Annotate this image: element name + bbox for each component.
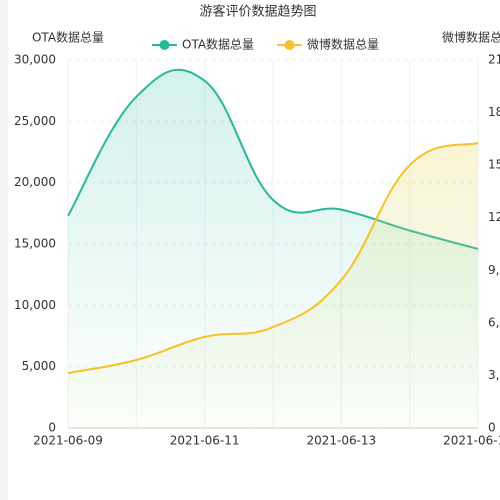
side-strip [0, 0, 8, 500]
y-tick-label: 15,000 [14, 237, 56, 251]
y-tick-label: 0 [48, 421, 56, 435]
y2-tick-label: 6,000 [488, 315, 500, 329]
area [68, 142, 478, 428]
y2-tick-label: 3,000 [488, 368, 500, 382]
y2-tick-label: 15,000 [488, 158, 500, 172]
legend-label: OTA数据总量 [182, 37, 254, 52]
x-tick-label: 2021-06-15 [443, 434, 500, 448]
line [67, 141, 479, 374]
y2-tick-label: 18,000 [488, 105, 500, 119]
y2-tick-label: 0 [488, 421, 496, 435]
y2-tick-label: 9,000 [488, 263, 500, 277]
y2-tick-label: 12,000 [488, 210, 500, 224]
y-tick-label: 25,000 [14, 114, 56, 128]
y-tick-label: 20,000 [14, 175, 56, 189]
y2-tick-label: 21,000 [488, 53, 500, 67]
x-tick-label: 2021-06-09 [33, 434, 103, 448]
legend-marker [159, 40, 170, 50]
y-tick-label: 30,000 [14, 53, 56, 67]
x-tick-label: 2021-06-11 [170, 434, 240, 448]
y-axis-title: OTA数据总量 [32, 30, 104, 45]
y-tick-label: 10,000 [14, 298, 56, 312]
legend-label: 微博数据总量 [307, 37, 379, 52]
y-tick-label: 5,000 [22, 359, 56, 373]
x-tick-label: 2021-06-13 [306, 434, 376, 448]
chart-title: 游客评价数据趋势图 [199, 4, 316, 20]
legend-marker [284, 40, 295, 50]
y2-axis-title: 微博数据总量 [442, 30, 500, 45]
